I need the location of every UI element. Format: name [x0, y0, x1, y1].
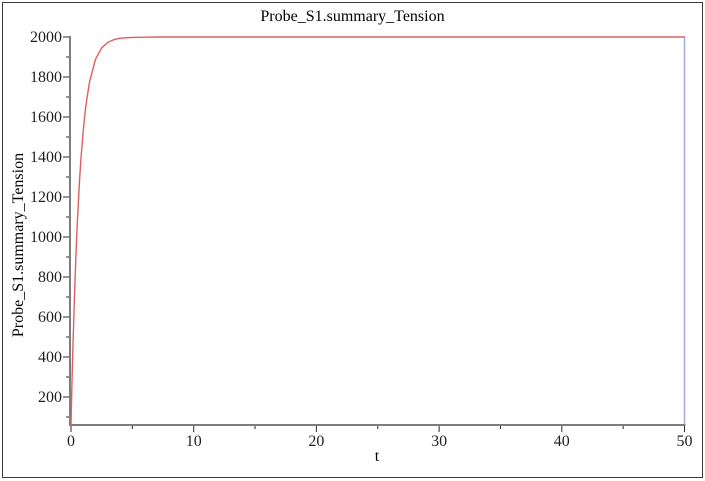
x-tick-label: 30 [431, 433, 447, 450]
x-tick-label: 20 [308, 433, 324, 450]
y-tick-label: 1400 [30, 149, 62, 166]
x-tick-label: 0 [67, 433, 75, 450]
x-tick-label: 10 [186, 433, 202, 450]
chart-title: Probe_S1.summary_Tension [260, 8, 445, 25]
y-tick-label: 2000 [30, 29, 62, 46]
y-tick-label: 1200 [30, 189, 62, 206]
y-axis-title: Probe_S1.summary_Tension [10, 152, 27, 338]
y-tick-label: 800 [38, 269, 62, 286]
y-tick-label: 1800 [30, 69, 62, 86]
x-tick-label: 40 [554, 433, 570, 450]
tension-curve [70, 36, 686, 426]
y-tick-label: 400 [38, 349, 62, 366]
y-tick-label: 600 [38, 309, 62, 326]
y-tick-label: 200 [38, 389, 62, 406]
y-tick-label: 1600 [30, 109, 62, 126]
x-axis-title: t [374, 448, 380, 465]
y-tick-label: 1000 [30, 229, 62, 246]
x-tick-label: 50 [677, 433, 693, 450]
